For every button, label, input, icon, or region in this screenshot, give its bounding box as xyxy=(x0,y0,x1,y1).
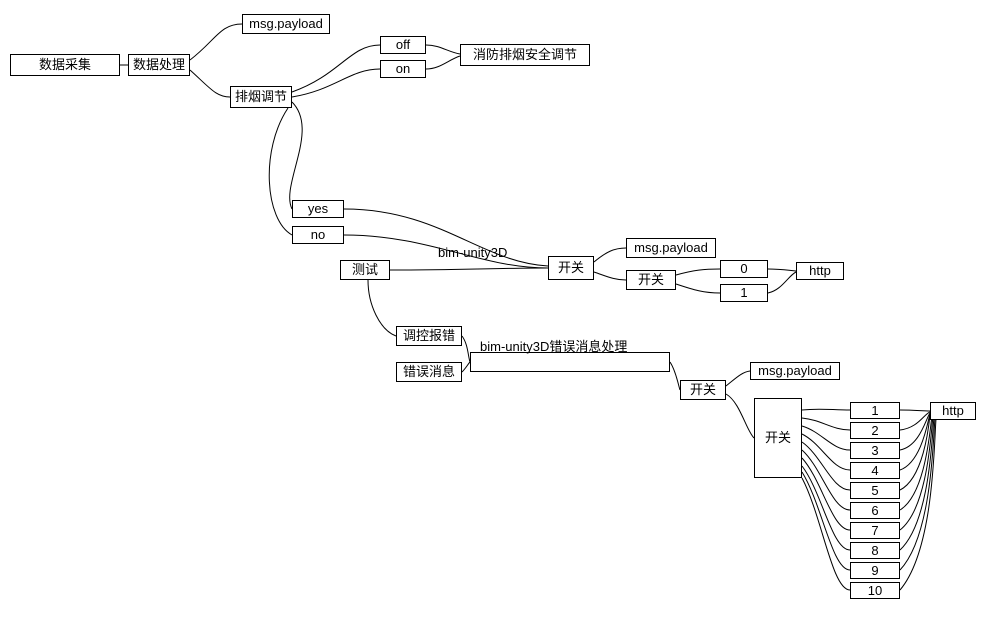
edge-n4-http_2 xyxy=(900,414,930,470)
node-n6[interactable]: 6 xyxy=(850,502,900,519)
node-switch_1[interactable]: 开关 xyxy=(548,256,594,280)
node-n3[interactable]: 3 xyxy=(850,442,900,459)
edge-one_node-http_1 xyxy=(768,272,796,293)
edge-data_process-smoke_adjust xyxy=(190,70,230,97)
edge-zero_node-http_1 xyxy=(768,269,796,271)
node-n9[interactable]: 9 xyxy=(850,562,900,579)
edge-switch_4-n7 xyxy=(802,458,850,530)
node-switch_2[interactable]: 开关 xyxy=(626,270,676,290)
edge-bim_err_proc-switch_3 xyxy=(670,362,680,390)
edge-n3-http_2 xyxy=(900,413,930,450)
node-http_1[interactable]: http xyxy=(796,262,844,280)
edge-switch_4-n3 xyxy=(802,426,850,450)
node-n1[interactable]: 1 xyxy=(850,402,900,419)
edge-error_msg-bim_err_proc xyxy=(462,362,470,372)
edge-n6-http_2 xyxy=(900,416,932,510)
node-data_collect[interactable]: 数据采集 xyxy=(10,54,120,76)
edge-label-bim_unity3d_err: bim-unity3D错误消息处理 xyxy=(480,336,627,355)
node-tune_error[interactable]: 调控报错 xyxy=(396,326,462,346)
node-one_node[interactable]: 1 xyxy=(720,284,768,302)
edge-off_node-fire_smoke xyxy=(426,45,460,54)
edge-smoke_adjust-no_node xyxy=(269,108,292,235)
edge-on_node-fire_smoke xyxy=(426,56,460,69)
edge-data_process-msg_payload_1 xyxy=(190,24,242,60)
edge-n10-http_2 xyxy=(900,419,936,590)
edge-smoke_adjust-off_node xyxy=(292,45,380,92)
edge-switch_3-switch_4 xyxy=(726,394,754,438)
node-fire_smoke[interactable]: 消防排烟安全调节 xyxy=(460,44,590,66)
edge-smoke_adjust-on_node xyxy=(292,69,380,97)
node-smoke_adjust[interactable]: 排烟调节 xyxy=(230,86,292,108)
edge-n5-http_2 xyxy=(900,415,930,490)
node-msg_payload_3[interactable]: msg.payload xyxy=(750,362,840,380)
node-msg_payload_1[interactable]: msg.payload xyxy=(242,14,330,34)
edge-switch_1-switch_2 xyxy=(594,272,626,280)
edge-switch_1-msg_payload_2 xyxy=(594,248,626,262)
edge-switch_4-n1 xyxy=(802,409,850,410)
node-off_node[interactable]: off xyxy=(380,36,426,54)
node-msg_payload_2[interactable]: msg.payload xyxy=(626,238,716,258)
edge-n7-http_2 xyxy=(900,416,933,530)
node-bim_err_proc[interactable] xyxy=(470,352,670,372)
edge-test_node-switch_1 xyxy=(390,268,548,270)
node-zero_node[interactable]: 0 xyxy=(720,260,768,278)
edge-n9-http_2 xyxy=(900,418,935,570)
node-switch_4[interactable]: 开关 xyxy=(754,398,802,478)
node-n2[interactable]: 2 xyxy=(850,422,900,439)
node-n10[interactable]: 10 xyxy=(850,582,900,599)
node-switch_3[interactable]: 开关 xyxy=(680,380,726,400)
node-n5[interactable]: 5 xyxy=(850,482,900,499)
edge-label-bim_unity3d_1: bim-unity3D xyxy=(438,245,507,260)
edge-n8-http_2 xyxy=(900,417,934,550)
edge-n1-http_2 xyxy=(900,410,930,411)
node-no_node[interactable]: no xyxy=(292,226,344,244)
node-http_2[interactable]: http xyxy=(930,402,976,420)
node-yes_node[interactable]: yes xyxy=(292,200,344,218)
node-test_node[interactable]: 测试 xyxy=(340,260,390,280)
edge-switch_4-n6 xyxy=(802,450,850,510)
node-n4[interactable]: 4 xyxy=(850,462,900,479)
edge-tune_error-bim_err_proc xyxy=(462,336,470,362)
edge-test_node-tune_error xyxy=(368,280,396,336)
edge-switch_4-n4 xyxy=(802,434,850,470)
edge-switch_3-msg_payload_3 xyxy=(726,371,750,386)
edge-switch_2-one_node xyxy=(676,284,720,293)
edge-n2-http_2 xyxy=(900,412,930,430)
edge-switch_4-n10 xyxy=(802,478,850,590)
edge-switch_4-n5 xyxy=(802,442,850,490)
node-n7[interactable]: 7 xyxy=(850,522,900,539)
edge-switch_4-n2 xyxy=(802,418,850,430)
node-on_node[interactable]: on xyxy=(380,60,426,78)
edge-smoke_adjust-yes_node xyxy=(290,102,302,209)
node-data_process[interactable]: 数据处理 xyxy=(128,54,190,76)
edge-switch_4-n8 xyxy=(802,466,850,550)
edge-switch_4-n9 xyxy=(802,472,850,570)
node-error_msg[interactable]: 错误消息 xyxy=(396,362,462,382)
edge-switch_2-zero_node xyxy=(676,269,720,275)
node-n8[interactable]: 8 xyxy=(850,542,900,559)
flow-canvas: 数据采集数据处理 msg.payload 排烟调节 off on 消防排烟安全调节 yes n… xyxy=(0,0,1000,618)
